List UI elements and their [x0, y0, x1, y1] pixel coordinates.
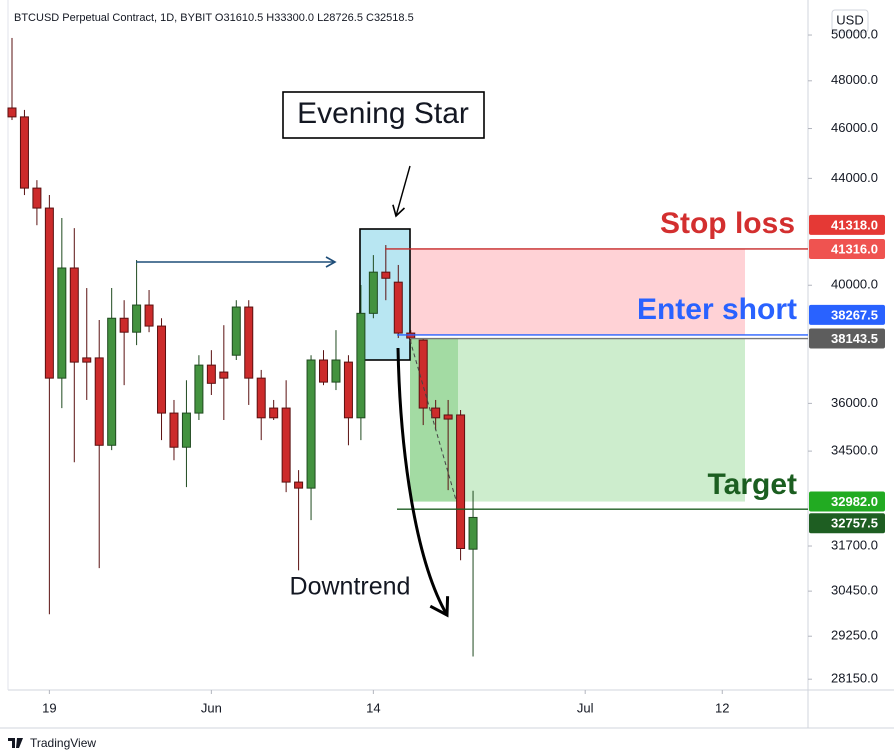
x-tick-label: Jul	[577, 700, 594, 715]
target-zone-progress	[410, 338, 458, 502]
brand-label: TradingView	[30, 736, 96, 750]
candle-body	[281, 407, 291, 483]
y-tick-label: 31700.0	[831, 537, 878, 552]
candle-body	[356, 312, 366, 419]
y-tick-label: 36000.0	[831, 395, 878, 410]
candle-body	[194, 364, 204, 414]
candle-body	[393, 281, 403, 334]
target-label: Target	[708, 468, 797, 501]
pointer-arrow	[392, 165, 411, 218]
enter-short-label: Enter short	[637, 293, 797, 326]
candle-body	[157, 325, 167, 414]
price-label-bg	[809, 304, 885, 325]
candle-body	[443, 414, 453, 420]
candles	[7, 37, 478, 657]
candle-body	[144, 304, 154, 327]
y-tick-label: 40000.0	[831, 277, 878, 292]
level-lines	[385, 248, 808, 510]
price-label-bg	[809, 328, 885, 349]
candle-body	[381, 271, 391, 279]
candle-body	[119, 317, 129, 333]
y-tick-label: 29250.0	[831, 628, 878, 643]
y-tick-label: 44000.0	[831, 170, 878, 185]
y-tick-label: 30450.0	[831, 583, 878, 598]
price-label-bg	[809, 513, 885, 534]
candle-body	[206, 364, 216, 384]
target-zone	[410, 338, 745, 502]
position-zones	[410, 248, 745, 502]
candle-body	[169, 412, 179, 448]
candle-body	[107, 317, 117, 446]
price-label: 32757.5	[831, 516, 878, 531]
candle-body	[94, 357, 104, 446]
x-tick-label: Jun	[201, 700, 222, 715]
y-tick-label: 50000.0	[831, 26, 878, 41]
y-tick-label: 48000.0	[831, 72, 878, 87]
price-label: 38267.5	[831, 307, 878, 322]
price-label-bg	[809, 238, 885, 259]
candle-body	[294, 481, 304, 489]
candle-body	[331, 359, 341, 383]
y-tick-label: 28150.0	[831, 671, 878, 686]
downtrend-label: Downtrend	[290, 573, 411, 601]
price-label-bg	[809, 214, 885, 235]
brand-logo	[8, 738, 23, 748]
candle-body	[269, 407, 279, 419]
candle-body	[319, 359, 329, 383]
y-tick-label: 34500.0	[831, 443, 878, 458]
currency-label: USD	[836, 12, 863, 27]
price-label: 32982.0	[831, 494, 878, 509]
candle-body	[57, 267, 67, 379]
candle-body	[44, 207, 54, 379]
candle-body	[132, 304, 142, 333]
downtrend-arrow	[396, 347, 450, 618]
price-label: 41316.0	[831, 241, 878, 256]
candle-body	[32, 187, 42, 209]
price-label: 41318.0	[831, 217, 878, 232]
candle-body	[7, 107, 17, 118]
x-tick-label: 14	[366, 700, 380, 715]
candle-body	[468, 516, 478, 550]
candle-body	[244, 306, 254, 379]
candle-body	[219, 371, 229, 379]
y-tick-label: 46000.0	[831, 120, 878, 135]
candle-body	[456, 414, 466, 549]
price-label: 38143.5	[831, 331, 878, 346]
candle-body	[343, 361, 353, 419]
candle-body	[418, 339, 428, 409]
candle-body	[19, 116, 29, 189]
label-box	[282, 91, 485, 139]
candle-body	[306, 359, 316, 489]
price-label-bg	[809, 491, 885, 512]
stop-zone	[410, 248, 745, 335]
candle-body	[431, 407, 441, 419]
evening-star-label: Evening Star	[297, 97, 469, 130]
candle-body	[181, 412, 191, 448]
candle-body	[231, 306, 241, 356]
chart-title: BTCUSD Perpetual Contract, 1D, BYBIT O31…	[14, 12, 414, 24]
currency-badge	[831, 9, 869, 33]
candle-body	[256, 377, 266, 419]
price-labels: 41318.0 41316.0 38267.5 38143.5 32982.0 32757…	[809, 214, 885, 534]
candle-body	[82, 357, 92, 363]
candle-body	[69, 267, 79, 363]
candle-body	[368, 271, 378, 314]
x-tick-label: 19	[42, 700, 56, 715]
axes: 50000.0 48000.0 46000.0 44000.0 40000.0 36000…	[42, 26, 878, 715]
x-tick-label: 12	[715, 700, 729, 715]
stop-loss-label: Stop loss	[660, 207, 795, 240]
